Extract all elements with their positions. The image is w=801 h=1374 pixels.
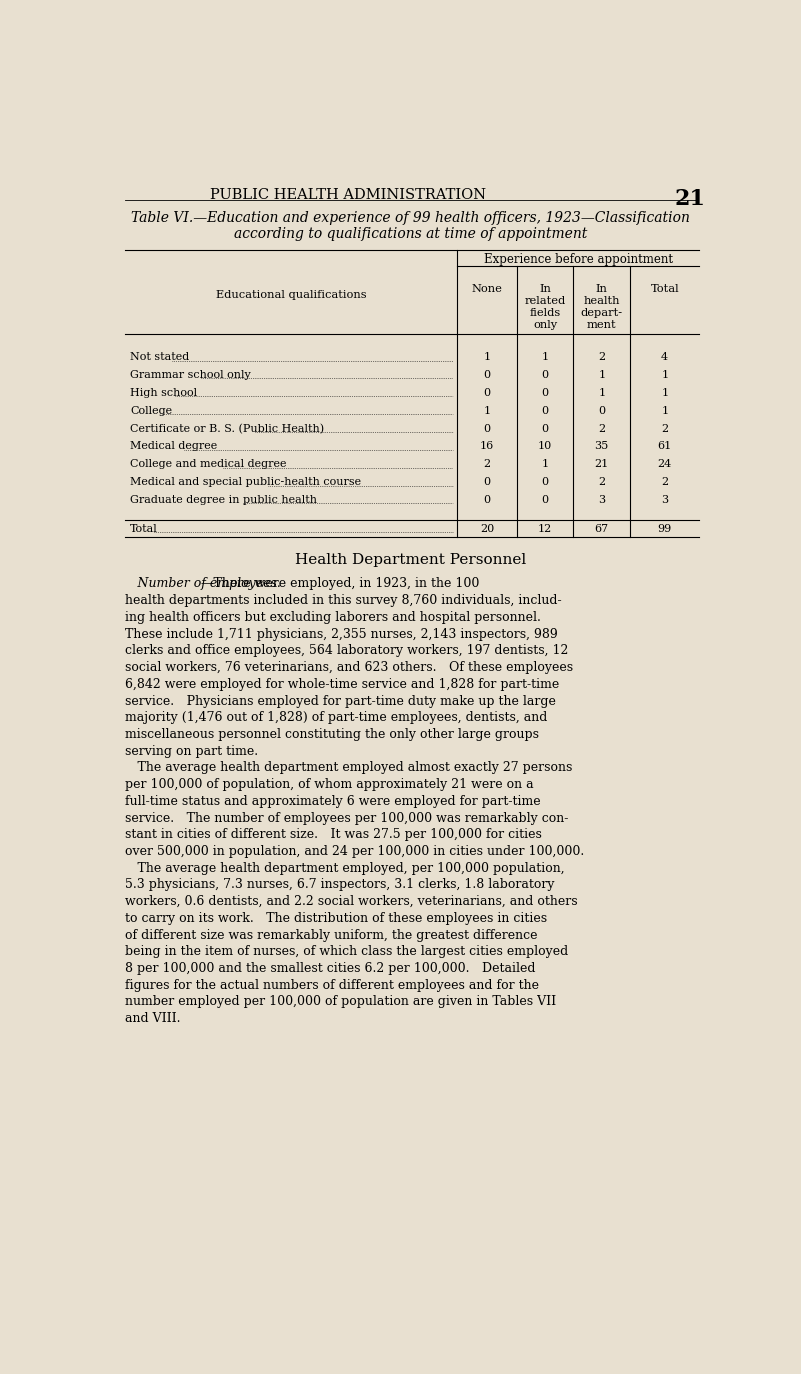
Text: majority (1,476 out of 1,828) of part-time employees, dentists, and: majority (1,476 out of 1,828) of part-ti… [125, 712, 547, 724]
Text: serving on part time.: serving on part time. [125, 745, 258, 757]
Text: and VIII.: and VIII. [125, 1013, 180, 1025]
Text: Graduate degree in public health: Graduate degree in public health [130, 495, 317, 506]
Text: In
related
fields
only: In related fields only [525, 284, 566, 330]
Text: High school: High school [130, 387, 197, 398]
Text: None: None [472, 284, 502, 294]
Text: 61: 61 [658, 441, 672, 452]
Text: 5.3 physicians, 7.3 nurses, 6.7 inspectors, 3.1 clerks, 1.8 laboratory: 5.3 physicians, 7.3 nurses, 6.7 inspecto… [125, 878, 554, 892]
Text: of different size was remarkably uniform, the greatest difference: of different size was remarkably uniform… [125, 929, 537, 941]
Text: service. The number of employees per 100,000 was remarkably con-: service. The number of employees per 100… [125, 812, 569, 824]
Text: College: College [130, 405, 172, 416]
Text: 1: 1 [661, 370, 668, 381]
Text: 4: 4 [661, 352, 668, 363]
Text: 8 per 100,000 and the smallest cities 6.2 per 100,000. Detailed: 8 per 100,000 and the smallest cities 6.… [125, 962, 535, 976]
Text: 12: 12 [538, 523, 553, 533]
Text: to carry on its work. The distribution of these employees in cities: to carry on its work. The distribution o… [125, 912, 547, 925]
Text: Medical and special public-health course: Medical and special public-health course [130, 477, 361, 488]
Text: PUBLIC HEALTH ADMINISTRATION: PUBLIC HEALTH ADMINISTRATION [211, 188, 486, 202]
Text: 2: 2 [661, 477, 668, 488]
Text: 2: 2 [598, 477, 606, 488]
Text: Experience before appointment: Experience before appointment [484, 253, 673, 265]
Text: 1: 1 [484, 405, 491, 416]
Text: 21: 21 [674, 188, 706, 210]
Text: 2: 2 [661, 423, 668, 434]
Text: over 500,000 in population, and 24 per 100,000 in cities under 100,000.: over 500,000 in population, and 24 per 1… [125, 845, 584, 857]
Text: 24: 24 [658, 459, 672, 470]
Text: social workers, 76 veterinarians, and 623 others. Of these employees: social workers, 76 veterinarians, and 62… [125, 661, 573, 675]
Text: Educational qualifications: Educational qualifications [215, 290, 366, 300]
Text: according to qualifications at time of appointment: according to qualifications at time of a… [234, 227, 587, 242]
Text: —There were employed, in 1923, in the 100: —There were employed, in 1923, in the 10… [200, 577, 479, 591]
Text: Total: Total [130, 523, 158, 533]
Text: College and medical degree: College and medical degree [130, 459, 287, 470]
Text: Certificate or B. S. (Public Health): Certificate or B. S. (Public Health) [130, 423, 324, 434]
Text: 1: 1 [541, 352, 549, 363]
Text: 0: 0 [541, 423, 549, 434]
Text: In
health
depart-
ment: In health depart- ment [581, 284, 622, 330]
Text: 99: 99 [658, 523, 672, 533]
Text: Grammar school only: Grammar school only [130, 370, 251, 381]
Text: 1: 1 [598, 370, 606, 381]
Text: 20: 20 [480, 523, 494, 533]
Text: 21: 21 [594, 459, 609, 470]
Text: 1: 1 [661, 405, 668, 416]
Text: health departments included in this survey 8,760 individuals, includ-: health departments included in this surv… [125, 594, 562, 607]
Text: 2: 2 [484, 459, 491, 470]
Text: ing health officers but excluding laborers and hospital personnel.: ing health officers but excluding labore… [125, 611, 541, 624]
Text: These include 1,711 physicians, 2,355 nurses, 2,143 inspectors, 989: These include 1,711 physicians, 2,355 nu… [125, 628, 557, 640]
Text: Table VI.—Education and experience of 99 health officers, 1923—Classification: Table VI.—Education and experience of 99… [131, 212, 690, 225]
Text: full-time status and approximately 6 were employed for part-time: full-time status and approximately 6 wer… [125, 794, 541, 808]
Text: per 100,000 of population, of whom approximately 21 were on a: per 100,000 of population, of whom appro… [125, 778, 533, 791]
Text: Medical degree: Medical degree [130, 441, 217, 452]
Text: 0: 0 [484, 370, 491, 381]
Text: 0: 0 [484, 495, 491, 506]
Text: 0: 0 [484, 477, 491, 488]
Text: clerks and office employees, 564 laboratory workers, 197 dentists, 12: clerks and office employees, 564 laborat… [125, 644, 569, 657]
Text: 1: 1 [661, 387, 668, 398]
Text: miscellaneous personnel constituting the only other large groups: miscellaneous personnel constituting the… [125, 728, 539, 741]
Text: 0: 0 [541, 477, 549, 488]
Text: workers, 0.6 dentists, and 2.2 social workers, veterinarians, and others: workers, 0.6 dentists, and 2.2 social wo… [125, 894, 578, 908]
Text: The average health department employed almost exactly 27 persons: The average health department employed a… [125, 761, 573, 775]
Text: 10: 10 [538, 441, 553, 452]
Text: Health Department Personnel: Health Department Personnel [295, 554, 526, 567]
Text: number employed per 100,000 of population are given in Tables VII: number employed per 100,000 of populatio… [125, 995, 556, 1009]
Text: 16: 16 [480, 441, 494, 452]
Text: 3: 3 [598, 495, 606, 506]
Text: 0: 0 [541, 387, 549, 398]
Text: 1: 1 [598, 387, 606, 398]
Text: Number of employees.: Number of employees. [125, 577, 281, 591]
Text: 0: 0 [541, 370, 549, 381]
Text: The average health department employed, per 100,000 population,: The average health department employed, … [125, 861, 565, 875]
Text: 1: 1 [484, 352, 491, 363]
Text: Not stated: Not stated [130, 352, 189, 363]
Text: 6,842 were employed for whole-time service and 1,828 for part-time: 6,842 were employed for whole-time servi… [125, 677, 559, 691]
Text: Total: Total [650, 284, 679, 294]
Text: 0: 0 [484, 423, 491, 434]
Text: 2: 2 [598, 352, 606, 363]
Text: stant in cities of different size. It was 27.5 per 100,000 for cities: stant in cities of different size. It wa… [125, 829, 541, 841]
Text: 0: 0 [484, 387, 491, 398]
Text: being in the item of nurses, of which class the largest cities employed: being in the item of nurses, of which cl… [125, 945, 568, 958]
Text: 3: 3 [661, 495, 668, 506]
Text: figures for the actual numbers of different employees and for the: figures for the actual numbers of differ… [125, 978, 539, 992]
Text: 1: 1 [541, 459, 549, 470]
Text: 0: 0 [598, 405, 606, 416]
Text: service. Physicians employed for part-time duty make up the large: service. Physicians employed for part-ti… [125, 694, 556, 708]
Text: 0: 0 [541, 405, 549, 416]
Text: 2: 2 [598, 423, 606, 434]
Text: 67: 67 [594, 523, 609, 533]
Text: 35: 35 [594, 441, 609, 452]
Text: 0: 0 [541, 495, 549, 506]
